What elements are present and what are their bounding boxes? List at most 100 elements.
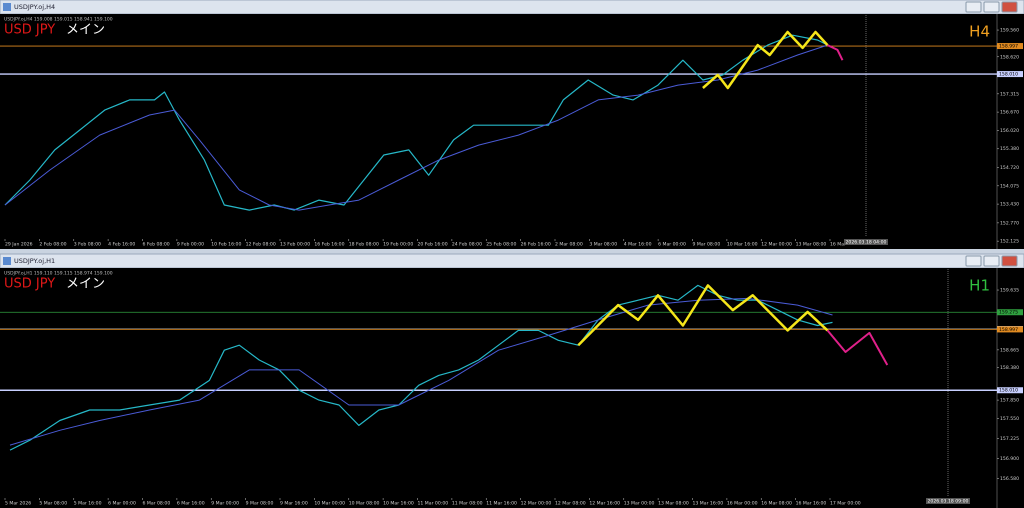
x-tick-label: 13 Mar 08:00 <box>796 242 827 248</box>
series-line <box>827 44 844 61</box>
x-tick-label: 20 Feb 16:00 <box>418 242 448 248</box>
info-line: USDJPY.oj,H4 159.008 159.015 158.941 159… <box>4 17 113 23</box>
x-tick-label: 5 Mar 2026 <box>5 501 31 507</box>
timeframe: H4 <box>969 23 990 41</box>
x-tick-label: 19 Feb 00:00 <box>383 242 413 248</box>
y-tick-label: 155.380 <box>1000 146 1019 152</box>
x-tick-label: 16 Mar 16:00 <box>796 501 827 507</box>
series-line <box>826 329 889 366</box>
price-tag-label: 158.010 <box>999 72 1018 78</box>
window-button[interactable] <box>1001 255 1018 267</box>
x-tick-label: 6 Feb 08:00 <box>143 242 170 248</box>
y-tick-label: 153.430 <box>1000 202 1019 208</box>
timeframe: H1 <box>969 277 990 295</box>
x-tick-label: 13 Mar 16:00 <box>693 501 724 507</box>
price-tag <box>997 43 1023 50</box>
chart-background <box>0 14 1024 249</box>
x-tick-label: 6 Mar 00:00 <box>658 242 686 248</box>
y-tick-label: 154.720 <box>1000 165 1019 171</box>
x-tick-label: 9 Mar 08:00 <box>693 242 721 248</box>
x-tick-label: 3 Feb 08:00 <box>74 242 101 248</box>
x-tick-label: 2 Feb 08:00 <box>39 242 66 248</box>
x-tick-label: 9 Mar 00:00 <box>211 501 239 507</box>
price-tag <box>997 387 1023 394</box>
title-bar <box>0 253 1024 269</box>
x-tick-label: 10 Mar 16:00 <box>383 501 414 507</box>
window-button[interactable] <box>965 1 982 13</box>
symbol: USD JPY <box>4 277 55 292</box>
price-tag-label: 158.997 <box>999 44 1018 50</box>
x-tick-label: 9 Mar 08:00 <box>246 501 274 507</box>
x-tick-label: 16 Mar 00:00 <box>727 501 758 507</box>
y-tick-label: 157.315 <box>1000 91 1019 97</box>
x-tick-label: 4 Mar 16:00 <box>624 242 652 248</box>
x-tick-label: 12 Mar 08:00 <box>555 501 586 507</box>
y-tick-label: 158.665 <box>1000 347 1019 353</box>
y-tick-label: 156.580 <box>1000 476 1019 482</box>
price-tag-label: 158.997 <box>999 327 1018 333</box>
series-line <box>4 34 838 211</box>
series-line <box>9 297 833 446</box>
series-line <box>702 30 829 90</box>
x-tick-label: 18 Feb 08:00 <box>349 242 379 248</box>
x-tick-label: 12 Feb 08:00 <box>246 242 276 248</box>
symbol-label: メイン <box>66 23 105 38</box>
x-tick-label: 11 Mar 08:00 <box>452 501 483 507</box>
y-tick-label: 158.620 <box>1000 54 1019 60</box>
series-line <box>577 284 829 347</box>
x-tick-label: 26 Feb 16:00 <box>521 242 551 248</box>
x-tick-label: 10 Mar 00:00 <box>314 501 345 507</box>
x-tick-label: 11 Mar 00:00 <box>418 501 449 507</box>
series-line <box>4 44 828 211</box>
chart-background <box>0 268 1024 508</box>
window-icon <box>3 3 11 11</box>
y-tick-label: 159.560 <box>1000 28 1019 34</box>
window-button[interactable] <box>965 255 982 267</box>
x-tick-label: 16 Feb 16:00 <box>314 242 344 248</box>
window-button[interactable] <box>983 1 1000 13</box>
y-tick-label: 159.635 <box>1000 288 1019 294</box>
x-tick-label: 12 Mar 16:00 <box>589 501 620 507</box>
x-tick-label: 16 Mar 08:00 <box>761 501 792 507</box>
symbol-label: メイン <box>66 277 105 292</box>
series-line <box>9 284 833 451</box>
x-tick-label: 10 Mar 08:00 <box>349 501 380 507</box>
x-tick-label: 6 Mar 08:00 <box>143 501 171 507</box>
price-tag-label: 159.275 <box>999 310 1018 316</box>
x-tick-label: 5 Mar 16:00 <box>74 501 102 507</box>
x-tick-label: 12 Mar 00:00 <box>521 501 552 507</box>
x-tick-label: 3 Mar 08:00 <box>589 242 617 248</box>
y-tick-label: 158.380 <box>1000 365 1019 371</box>
cursor-label: 2026.03.18 04:00 <box>845 240 886 246</box>
window-icon <box>3 257 11 265</box>
window-button[interactable] <box>1001 1 1018 13</box>
x-tick-label: 9 Feb 00:00 <box>177 242 204 248</box>
cursor-label: 2026.03.18 09:00 <box>927 499 968 505</box>
x-tick-label: 6 Mar 00:00 <box>108 501 136 507</box>
cursor-tag <box>844 239 888 245</box>
info-line: USDJPY.oj,H1 159.110 159.115 158.974 159… <box>4 271 113 277</box>
x-tick-label: 29 Jan 2026 <box>5 242 33 248</box>
y-tick-label: 156.900 <box>1000 456 1019 462</box>
window-button[interactable] <box>983 255 1000 267</box>
x-tick-label: 9 Mar 16:00 <box>280 501 308 507</box>
y-tick-label: 156.020 <box>1000 128 1019 134</box>
y-tick-label: 157.225 <box>1000 436 1019 442</box>
x-tick-label: 11 Mar 16:00 <box>486 501 517 507</box>
cursor-tag <box>926 498 970 504</box>
x-tick-label: 13 Mar 08:00 <box>658 501 689 507</box>
price-tag <box>997 326 1023 333</box>
x-tick-label: 10 Feb 16:00 <box>211 242 241 248</box>
y-tick-label: 152.125 <box>1000 239 1019 245</box>
x-tick-label: 10 Mar 16:00 <box>727 242 758 248</box>
y-tick-label: 156.670 <box>1000 110 1019 116</box>
window-title: USDJPY.oj,H1 <box>14 257 55 265</box>
y-tick-label: 154.075 <box>1000 183 1019 189</box>
y-tick-label: 157.550 <box>1000 416 1019 422</box>
x-tick-label: 25 Feb 08:00 <box>486 242 516 248</box>
price-tag-label: 158.010 <box>999 388 1018 394</box>
price-tag <box>997 309 1023 316</box>
x-tick-label: 6 Mar 16:00 <box>177 501 205 507</box>
x-tick-label: 13 Feb 00:00 <box>280 242 310 248</box>
